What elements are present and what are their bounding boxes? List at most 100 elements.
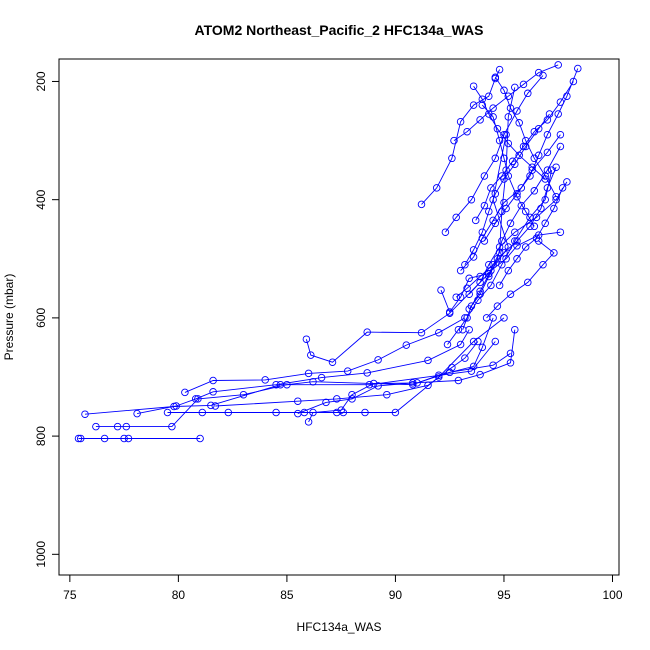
data-point-5-8 [361, 408, 369, 417]
data-point-18-2 [493, 302, 502, 310]
data-point-14-1 [456, 266, 465, 275]
data-point-28-9 [543, 184, 552, 192]
data-point-3-2 [113, 422, 122, 431]
data-point-26-2 [469, 246, 478, 254]
data-point-25-7 [528, 163, 536, 171]
data-point-22-9 [563, 92, 571, 100]
data-point-14-6 [517, 184, 526, 192]
data-point-26-6 [500, 175, 508, 183]
series-line-7 [215, 341, 479, 407]
data-point-22-7 [543, 130, 552, 139]
data-point-9-5 [417, 328, 426, 337]
data-point-12-2 [432, 184, 441, 192]
data-point-6-5 [343, 367, 352, 375]
data-point-2-1 [81, 410, 89, 418]
data-point-19-2 [454, 325, 463, 334]
data-point-21-8 [530, 222, 539, 231]
series-line-6 [184, 317, 466, 393]
data-point-16-4 [489, 104, 497, 112]
x-tick-label-80: 80 [172, 588, 186, 602]
y-tick-label-400: 400 [34, 189, 48, 209]
data-point-23-10 [556, 142, 565, 151]
data-point-25-5 [504, 139, 513, 148]
data-point-25-8 [541, 175, 549, 183]
data-point-27-8 [558, 184, 567, 192]
data-point-23-1 [465, 305, 473, 313]
data-point-9-1 [302, 335, 311, 343]
data-point-22-3 [502, 204, 510, 213]
data-point-9-4 [363, 328, 371, 336]
data-point-24-5 [521, 136, 530, 145]
data-point-20-2 [480, 201, 489, 210]
data-point-2-5 [365, 380, 374, 389]
data-point-12-4 [456, 117, 465, 126]
data-point-21-4 [500, 154, 508, 163]
data-point-18-6 [550, 249, 558, 257]
data-point-22-4 [513, 190, 521, 198]
data-point-4-4 [209, 388, 217, 396]
data-point-15-2 [476, 278, 484, 287]
data-point-6-1 [181, 388, 189, 397]
data-point-18-1 [482, 314, 491, 322]
data-point-19-9 [541, 195, 549, 204]
data-point-20-1 [471, 216, 480, 225]
data-point-12-5 [469, 101, 478, 109]
series-line-23 [468, 146, 561, 310]
data-point-28-4 [489, 260, 497, 269]
data-point-17-8 [556, 228, 565, 236]
data-point-5-11 [469, 337, 478, 346]
data-point-11-9 [504, 113, 513, 121]
data-point-27-4 [521, 243, 530, 251]
data-point-14-8 [543, 148, 552, 157]
data-point-16-2 [463, 127, 471, 136]
data-point-24-4 [515, 119, 523, 127]
data-point-28-2 [463, 284, 471, 293]
data-point-28-6 [513, 237, 521, 245]
data-point-24-8 [552, 192, 560, 201]
data-point-22-10 [574, 64, 582, 73]
data-point-16-7 [534, 68, 543, 77]
data-point-8-9 [506, 349, 515, 358]
data-point-16-1 [450, 136, 458, 145]
data-point-7-1 [211, 402, 220, 410]
data-point-25-1 [469, 82, 478, 90]
plot-area: 75 80 85 90 95 100 200 400 600 800 1000 [34, 58, 623, 602]
data-point-23-5 [498, 237, 506, 245]
data-point-2-7 [491, 337, 500, 346]
data-point-14-2 [469, 253, 478, 261]
data-point-23-3 [485, 272, 493, 281]
series-line-13 [445, 75, 544, 233]
data-point-7-2 [294, 397, 302, 405]
series-line-21 [481, 104, 535, 227]
data-point-8-1 [304, 418, 313, 426]
data-point-23-4 [493, 255, 502, 263]
data-point-7-4 [383, 390, 391, 399]
data-point-19-3 [463, 314, 471, 322]
data-point-6-4 [304, 369, 313, 378]
y-axis-label: Pressure (mbar) [2, 274, 16, 361]
data-point-2-6 [467, 367, 476, 375]
data-point-26-5 [491, 190, 500, 198]
data-point-22-1 [480, 237, 489, 245]
chart-title: ATOM2 Northeast_Pacific_2 HFC134a_WAS [195, 22, 484, 38]
data-point-12-8 [495, 65, 504, 74]
series-line-18 [486, 240, 555, 319]
data-point-10-7 [476, 370, 484, 379]
data-point-4-9 [456, 340, 465, 349]
data-point-4-6 [317, 373, 326, 382]
data-point-5-4 [272, 408, 280, 417]
data-point-10-3 [348, 395, 356, 403]
data-point-8-5 [369, 379, 378, 388]
data-point-3-4 [168, 422, 176, 431]
data-point-14-9 [556, 130, 565, 139]
x-tick-label-95: 95 [497, 588, 511, 602]
data-point-28-7 [526, 222, 534, 231]
series-line-28 [455, 167, 557, 298]
data-point-24-3 [506, 104, 515, 112]
data-point-12-6 [485, 92, 493, 100]
data-point-13-2 [452, 213, 460, 222]
y-tick-label-1000: 1000 [34, 541, 48, 568]
data-point-26-3 [478, 228, 487, 236]
